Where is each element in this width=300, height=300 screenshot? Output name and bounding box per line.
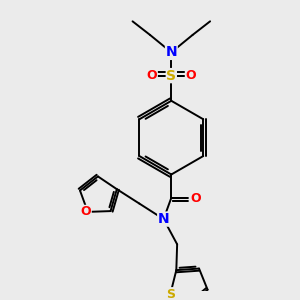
Text: O: O	[80, 206, 91, 218]
Text: S: S	[166, 69, 176, 82]
Text: O: O	[185, 69, 196, 82]
Text: N: N	[166, 45, 177, 59]
Text: O: O	[147, 69, 157, 82]
Text: N: N	[158, 212, 170, 226]
Text: S: S	[166, 288, 175, 300]
Text: O: O	[189, 191, 200, 204]
Text: O: O	[190, 192, 201, 205]
